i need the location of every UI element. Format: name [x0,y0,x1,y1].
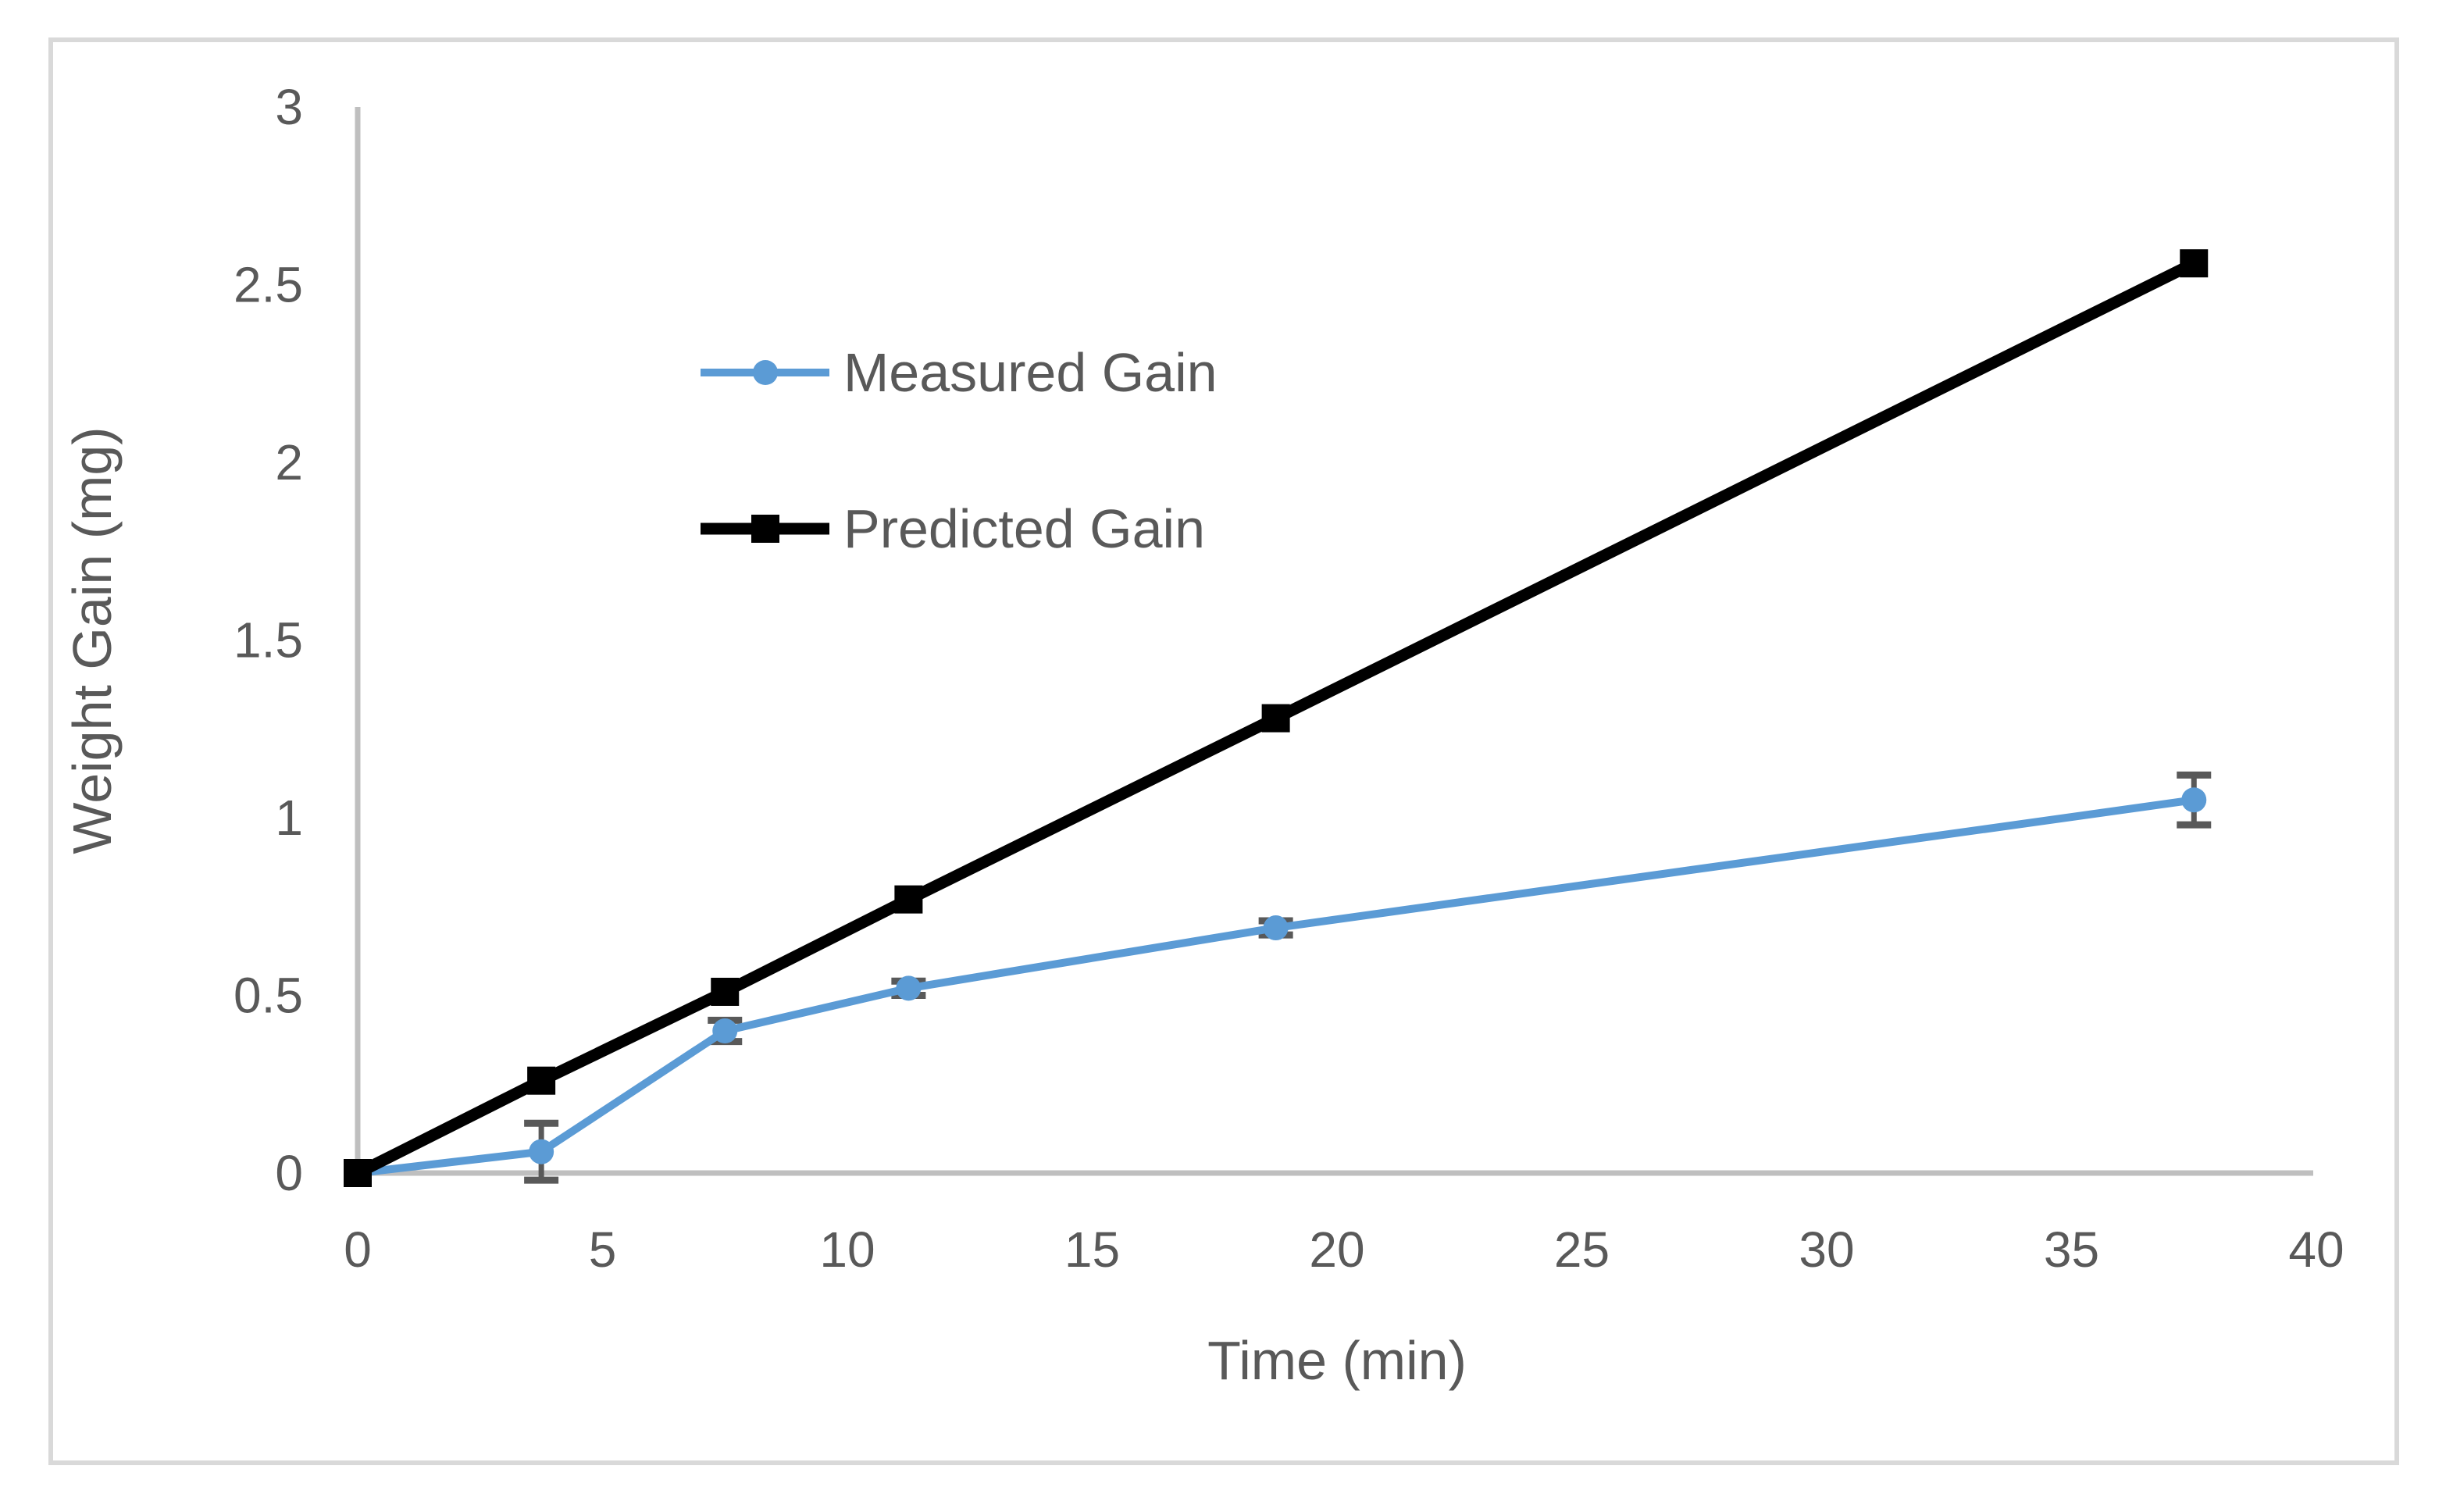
measured-gain-circle-marker [712,1018,738,1043]
x-tick-label: 15 [1064,1221,1120,1278]
legend: Measured Gain Predicted Gain [701,342,1218,559]
y-tick-label: 1.5 [234,612,303,669]
legend-item-measured: Measured Gain [701,342,1218,403]
x-tick-label: 10 [819,1221,875,1278]
legend-item-predicted: Predicted Gain [701,498,1205,559]
y-tick-label: 0 [275,1145,303,1201]
predicted-gain-square-marker [2180,249,2209,278]
predicted-gain-square-marker [711,977,740,1006]
predicted-gain-line [351,257,2200,1179]
predicted-gain-square-marker [894,885,923,914]
legend-measured-label: Measured Gain [843,342,1218,403]
x-tick-label: 5 [589,1221,617,1278]
axes: 0 5 10 15 20 25 30 35 40 0 0.5 1 1.5 2 2.5 3 [234,79,2344,1278]
y-tick-label: 2 [275,434,303,490]
x-tick-label: 25 [1554,1221,1610,1278]
legend-predicted-label: Predicted Gain [843,498,1205,559]
predicted-gain-square-marker [1261,704,1290,733]
x-tick-label: 30 [1799,1221,1854,1278]
legend-predicted-square-marker [751,515,779,543]
predicted-gain-square-marker [527,1066,556,1095]
x-tick-label: 0 [344,1221,372,1278]
x-tick-label: 40 [2288,1221,2344,1278]
measured-gain-circle-marker [529,1139,554,1164]
measured-gain-line [354,796,2198,1177]
measured-gain-circle-marker [2181,787,2207,813]
x-axis-title: Time (min) [1207,1330,1467,1391]
predicted-gain-series [344,249,2209,1187]
y-tick-label: 0.5 [234,968,303,1024]
x-tick-label: 35 [2044,1221,2099,1278]
y-axis-title: Weight Gain (mg) [62,426,123,854]
y-tick-label: 2.5 [234,257,303,313]
chart-frame-border [48,37,2399,1465]
measured-gain-series [345,771,2212,1186]
measured-gain-circle-marker [1263,915,1289,941]
x-tick-label: 20 [1309,1221,1364,1278]
y-tick-label: 1 [275,790,303,846]
legend-measured-circle-marker [753,360,778,385]
predicted-gain-square-marker [344,1159,372,1187]
measured-gain-circle-marker [896,975,922,1001]
plot-series [344,249,2212,1187]
y-tick-label: 3 [275,79,303,135]
